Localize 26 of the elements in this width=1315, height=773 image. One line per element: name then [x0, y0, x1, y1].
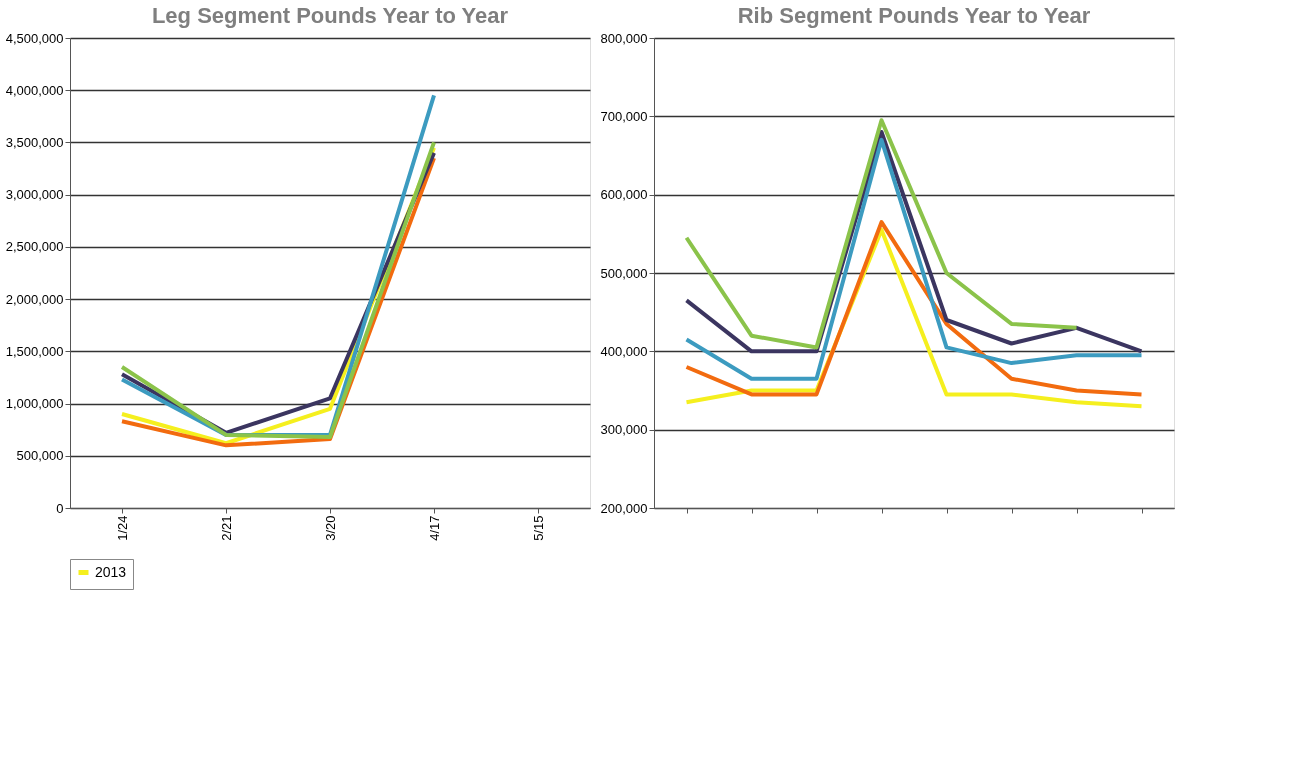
- y-tick-label: 600,000: [600, 187, 648, 203]
- y-tick-label: 1,500,000: [5, 343, 64, 359]
- y-tick-label: 2,000,000: [5, 291, 64, 307]
- y-tick-label: 2,500,000: [5, 239, 64, 255]
- y-tick-label: 700,000: [600, 108, 648, 124]
- line-series: [684, 118, 1079, 350]
- legend-label: 2013: [95, 563, 127, 580]
- y-tick-label: 500,000: [16, 448, 64, 464]
- x-tick-label: 5/15: [530, 515, 546, 541]
- y-tick-label: 3,500,000: [5, 134, 64, 150]
- x-tick-label: 1/24: [114, 515, 130, 541]
- y-tick-label: 1,000,000: [5, 396, 64, 412]
- y-tick-label: 800,000: [600, 30, 648, 46]
- y-tick-label: 4,500,000: [5, 30, 64, 46]
- y-tick-label: 0: [56, 500, 64, 516]
- x-tick-label: 4/17: [426, 515, 442, 541]
- chart-title: Rib Segment Pounds Year to Year: [737, 3, 1091, 28]
- y-tick-label: 400,000: [600, 343, 648, 359]
- chart-title: Leg Segment Pounds Year to Year: [151, 3, 509, 28]
- y-tick-label: 500,000: [600, 265, 648, 281]
- y-tick-label: 4,000,000: [5, 82, 64, 98]
- x-tick-label: 2/21: [218, 515, 234, 541]
- y-tick-label: 300,000: [600, 422, 648, 438]
- y-tick-label: 3,000,000: [5, 187, 64, 203]
- x-tick-label: 3/20: [322, 515, 338, 541]
- y-tick-label: 200,000: [600, 500, 648, 516]
